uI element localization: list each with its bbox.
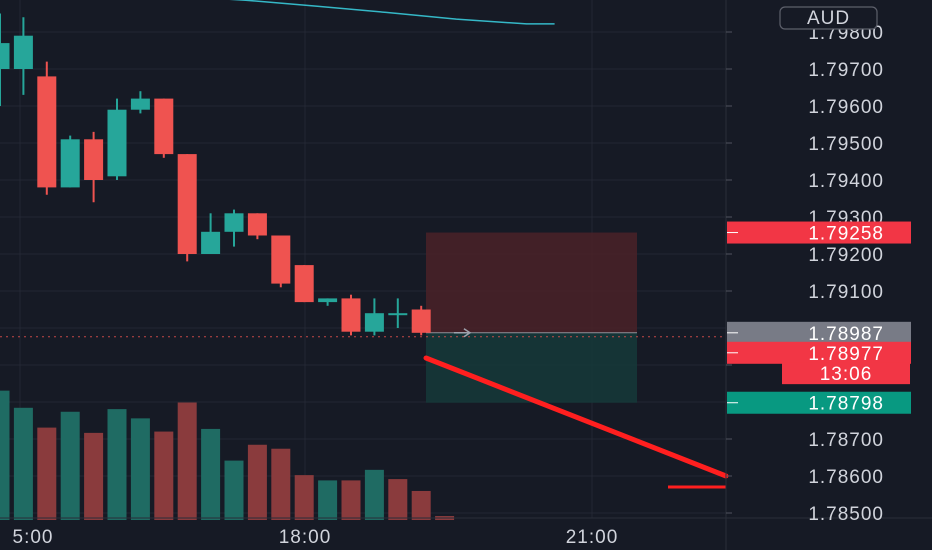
candle-body[interactable] (318, 298, 338, 303)
currency-button-label: AUD (807, 8, 850, 29)
arrow-icon (453, 328, 472, 338)
volume-bar (107, 409, 127, 520)
volume-bar (177, 402, 197, 520)
volume-bar (294, 475, 314, 520)
time-tick-label: 21:00 (566, 527, 619, 548)
price-badge-label: 1.78798 (808, 394, 884, 415)
price-tick-label: 1.79500 (808, 134, 884, 155)
price-tick-label: 1.79400 (808, 171, 884, 192)
price-tick-label: 1.78700 (808, 430, 884, 451)
volume-bar (247, 444, 267, 520)
candle-body[interactable] (364, 313, 384, 332)
volume-bar (341, 480, 361, 520)
volume-bar (201, 428, 221, 520)
candle-body[interactable] (201, 231, 221, 254)
moving-average-line (229, 0, 555, 25)
volume-bar (388, 479, 408, 520)
candle-body[interactable] (84, 139, 104, 180)
price-badge-current (727, 321, 911, 344)
price-badge-stop (727, 221, 911, 244)
price-badge-target (727, 391, 911, 414)
candle-body[interactable] (37, 76, 57, 188)
volume-bar (84, 432, 104, 520)
candle-body[interactable] (294, 265, 314, 303)
volume-bar (0, 390, 10, 520)
candle-body[interactable] (341, 298, 361, 332)
candle-body[interactable] (411, 309, 431, 333)
price-badge-last (727, 341, 911, 364)
candle-body[interactable] (13, 35, 33, 69)
volume-bar (364, 469, 384, 520)
volume-bar (271, 448, 291, 520)
price-tick-label: 1.78600 (808, 467, 884, 488)
candle-body[interactable] (107, 109, 127, 177)
candle-body[interactable] (224, 213, 244, 232)
volume-bar (411, 490, 431, 520)
time-tick-label: 5:00 (13, 527, 54, 548)
candle-body[interactable] (130, 98, 150, 110)
candle-body[interactable] (247, 213, 267, 236)
price-tick-label: 1.79700 (808, 60, 884, 81)
take-profit-zone[interactable] (426, 332, 637, 403)
price-tick-label: 1.79200 (808, 245, 884, 266)
trend-line[interactable] (423, 355, 729, 479)
candle-body[interactable] (154, 98, 174, 155)
volume-bar (224, 460, 244, 520)
currency-button[interactable] (779, 6, 878, 30)
volume-bar (37, 427, 57, 520)
price-badge-label: 1.78987 (808, 324, 884, 345)
candle-body[interactable] (388, 313, 408, 316)
price-tick-label: 1.78500 (808, 504, 884, 525)
price-badge-label: 1.79258 (808, 224, 884, 245)
price-tick-label: 1.79600 (808, 97, 884, 118)
volume-bar (318, 480, 338, 520)
price-badge-countdown (782, 362, 910, 385)
volume-bar (154, 431, 174, 520)
candle-body[interactable] (177, 154, 197, 254)
price-tick-label: 1.79100 (808, 282, 884, 303)
price-badge-label: 1.78977 (808, 344, 884, 365)
candle-body[interactable] (60, 139, 80, 188)
price-badge-label: 13:06 (820, 364, 873, 385)
time-tick-label: 18:00 (279, 527, 332, 548)
candle-body[interactable] (271, 235, 291, 284)
volume-bar (60, 411, 80, 520)
candle-body[interactable] (0, 43, 10, 69)
volume-bar (13, 407, 33, 520)
volume-bar (130, 418, 150, 520)
stop-loss-zone[interactable] (426, 232, 637, 333)
